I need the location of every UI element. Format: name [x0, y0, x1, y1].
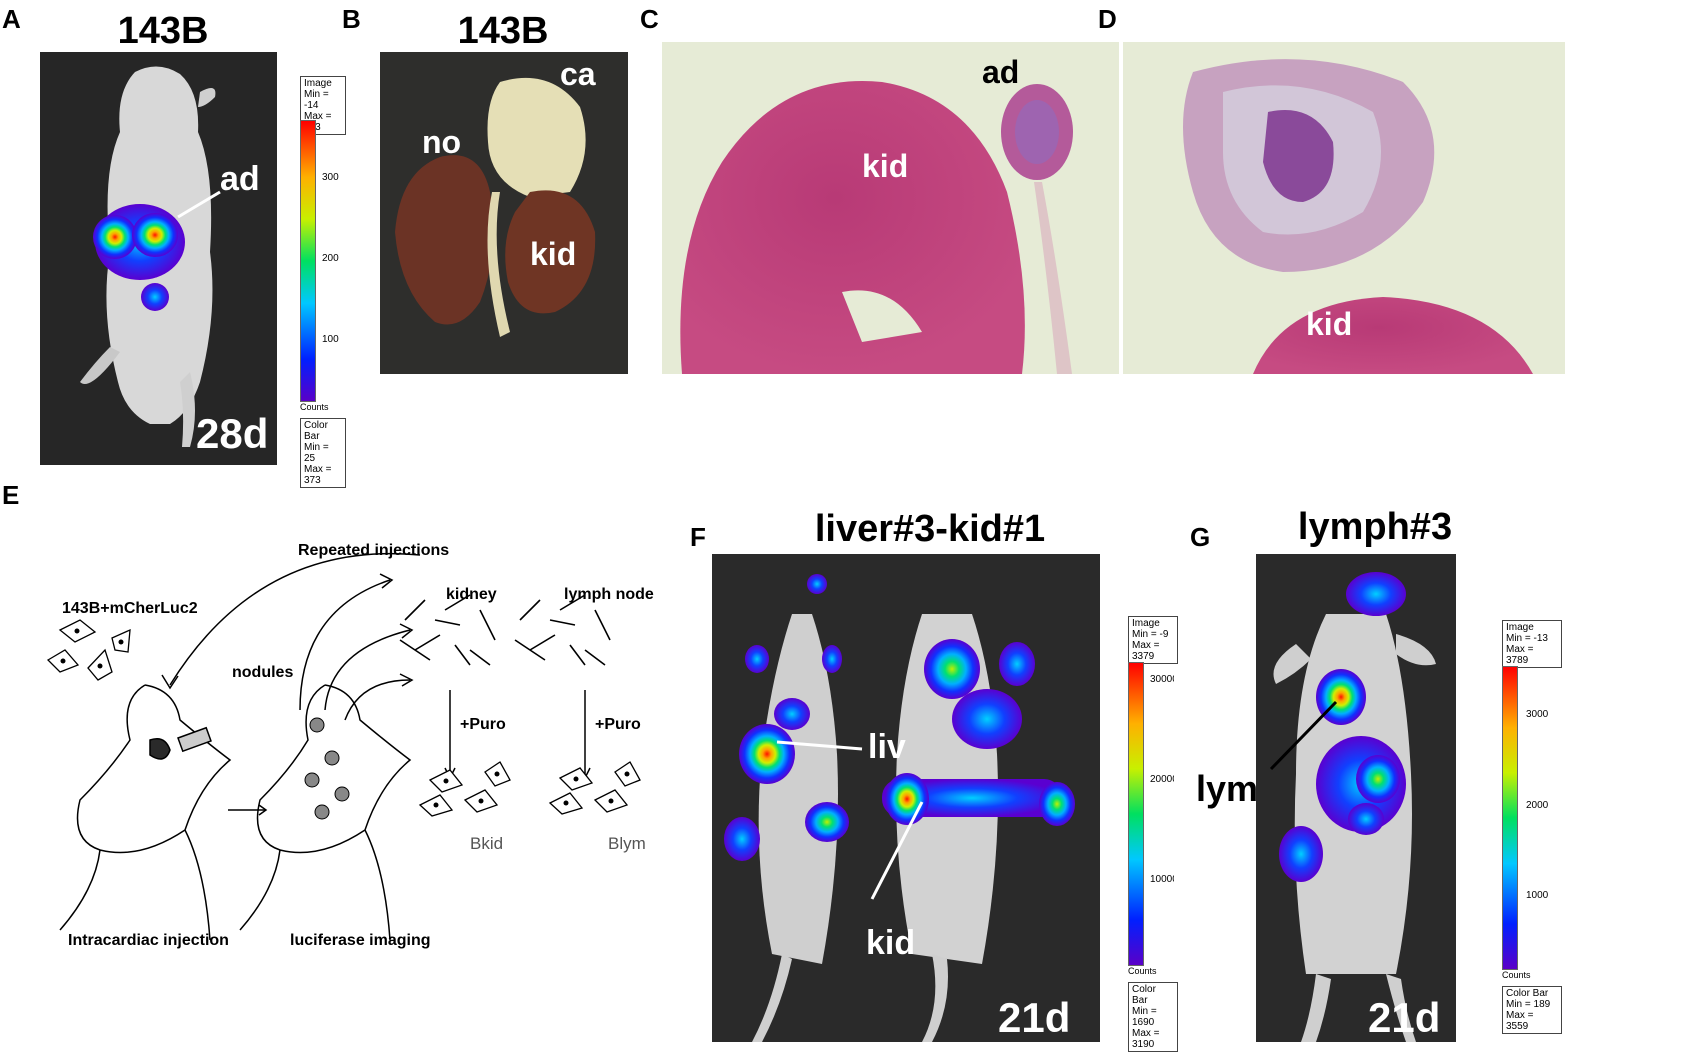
- panel-c-kid-label: kid: [862, 148, 909, 184]
- panel-letter-c: C: [640, 4, 659, 34]
- colorbar-f-image-info: Image Min = -9 Max = 3379: [1128, 616, 1178, 664]
- diagram-lymph-node: lymph node: [564, 586, 654, 603]
- panel-b-no-label: no: [422, 124, 462, 160]
- panel-g-lym-label: lym: [1196, 768, 1259, 809]
- panel-g-mouse-image: [1256, 554, 1456, 1042]
- colorbar-g-bar-info: Color Bar Min = 189 Max = 3559: [1502, 986, 1562, 1034]
- colorbar-a-gradient: [300, 120, 316, 402]
- colorbar-g-image-info: Image Min = -13 Max = 3789: [1502, 620, 1562, 668]
- panel-g-day-label: 21d: [1368, 994, 1441, 1041]
- panel-f-day-label: 21d: [998, 994, 1071, 1041]
- colorbar-a-tick: 200: [322, 253, 339, 264]
- diagram-kidney: kidney: [446, 586, 497, 603]
- panel-letter-g: G: [1190, 522, 1211, 552]
- colorbar-a-counts: Counts: [300, 402, 329, 412]
- colorbar-f-tick: 10000: [1150, 874, 1174, 885]
- colorbar-f-tick: 30000: [1150, 674, 1174, 685]
- colorbar-g-tick: 2000: [1526, 800, 1549, 811]
- panel-f-liv-label: liv: [868, 728, 906, 766]
- panel-b-kid-label: kid: [530, 236, 577, 272]
- panel-b-ca-label: ca: [560, 56, 596, 92]
- colorbar-f-tick: 20000: [1150, 774, 1174, 785]
- panel-letter-a: A: [2, 4, 21, 34]
- panel-a-ad-label: ad: [220, 160, 260, 198]
- panel-letter-b: B: [342, 4, 361, 34]
- panel-a-mouse-image: [40, 52, 277, 465]
- colorbar-a-tick: 100: [322, 334, 339, 345]
- colorbar-a-tick: 300: [322, 172, 339, 183]
- panel-letter-f: F: [690, 522, 706, 552]
- colorbar-a-bar-info: Color Bar Min = 25 Max = 373: [300, 418, 346, 488]
- colorbar-g-tick: 1000: [1526, 890, 1549, 901]
- colorbar-f-gradient: [1128, 662, 1144, 966]
- panel-letter-e: E: [2, 480, 20, 510]
- diagram-luciferase: luciferase imaging: [290, 932, 431, 949]
- diagram-cell-line: 143B+mCherLuc2: [62, 600, 198, 617]
- panel-b-organ-photo: [380, 52, 628, 374]
- diagram-nodules: nodules: [232, 664, 294, 681]
- diagram-blym: Blym: [608, 834, 646, 853]
- panel-d-kid-label: kid: [1306, 306, 1353, 342]
- panel-d-histology: [1123, 42, 1565, 374]
- panel-f-kid-label: kid: [866, 924, 916, 962]
- panel-a-day-label: 28d: [196, 410, 269, 457]
- panel-f-title: liver#3-kid#1: [814, 508, 1046, 550]
- colorbar-g-tick: 3000: [1526, 709, 1549, 720]
- colorbar-f-bar-info: Color Bar Min = 1690 Max = 3190: [1128, 982, 1178, 1052]
- panel-f-mice-image: [712, 554, 1100, 1042]
- diagram-intracardiac: Intracardiac injection: [68, 932, 229, 949]
- panel-g-title: lymph#3: [1297, 506, 1453, 548]
- diagram-puro-2: +Puro: [595, 716, 641, 733]
- colorbar-f-counts: Counts: [1128, 966, 1157, 976]
- colorbar-g-gradient: [1502, 666, 1518, 970]
- panel-a-title: 143B: [117, 10, 209, 52]
- diagram-bkid: Bkid: [470, 834, 504, 853]
- panel-c-ad-label: ad: [982, 54, 1020, 90]
- panel-e-diagram: Repeated injections 143B+mCherLuc2 nodul…: [0, 500, 660, 970]
- panel-c-histology: [662, 42, 1119, 374]
- diagram-repeated-injections: Repeated injections: [298, 542, 450, 559]
- diagram-puro-1: +Puro: [460, 716, 506, 733]
- colorbar-g-counts: Counts: [1502, 970, 1531, 980]
- panel-b-title: 143B: [457, 10, 549, 52]
- panel-letter-d: D: [1098, 4, 1117, 34]
